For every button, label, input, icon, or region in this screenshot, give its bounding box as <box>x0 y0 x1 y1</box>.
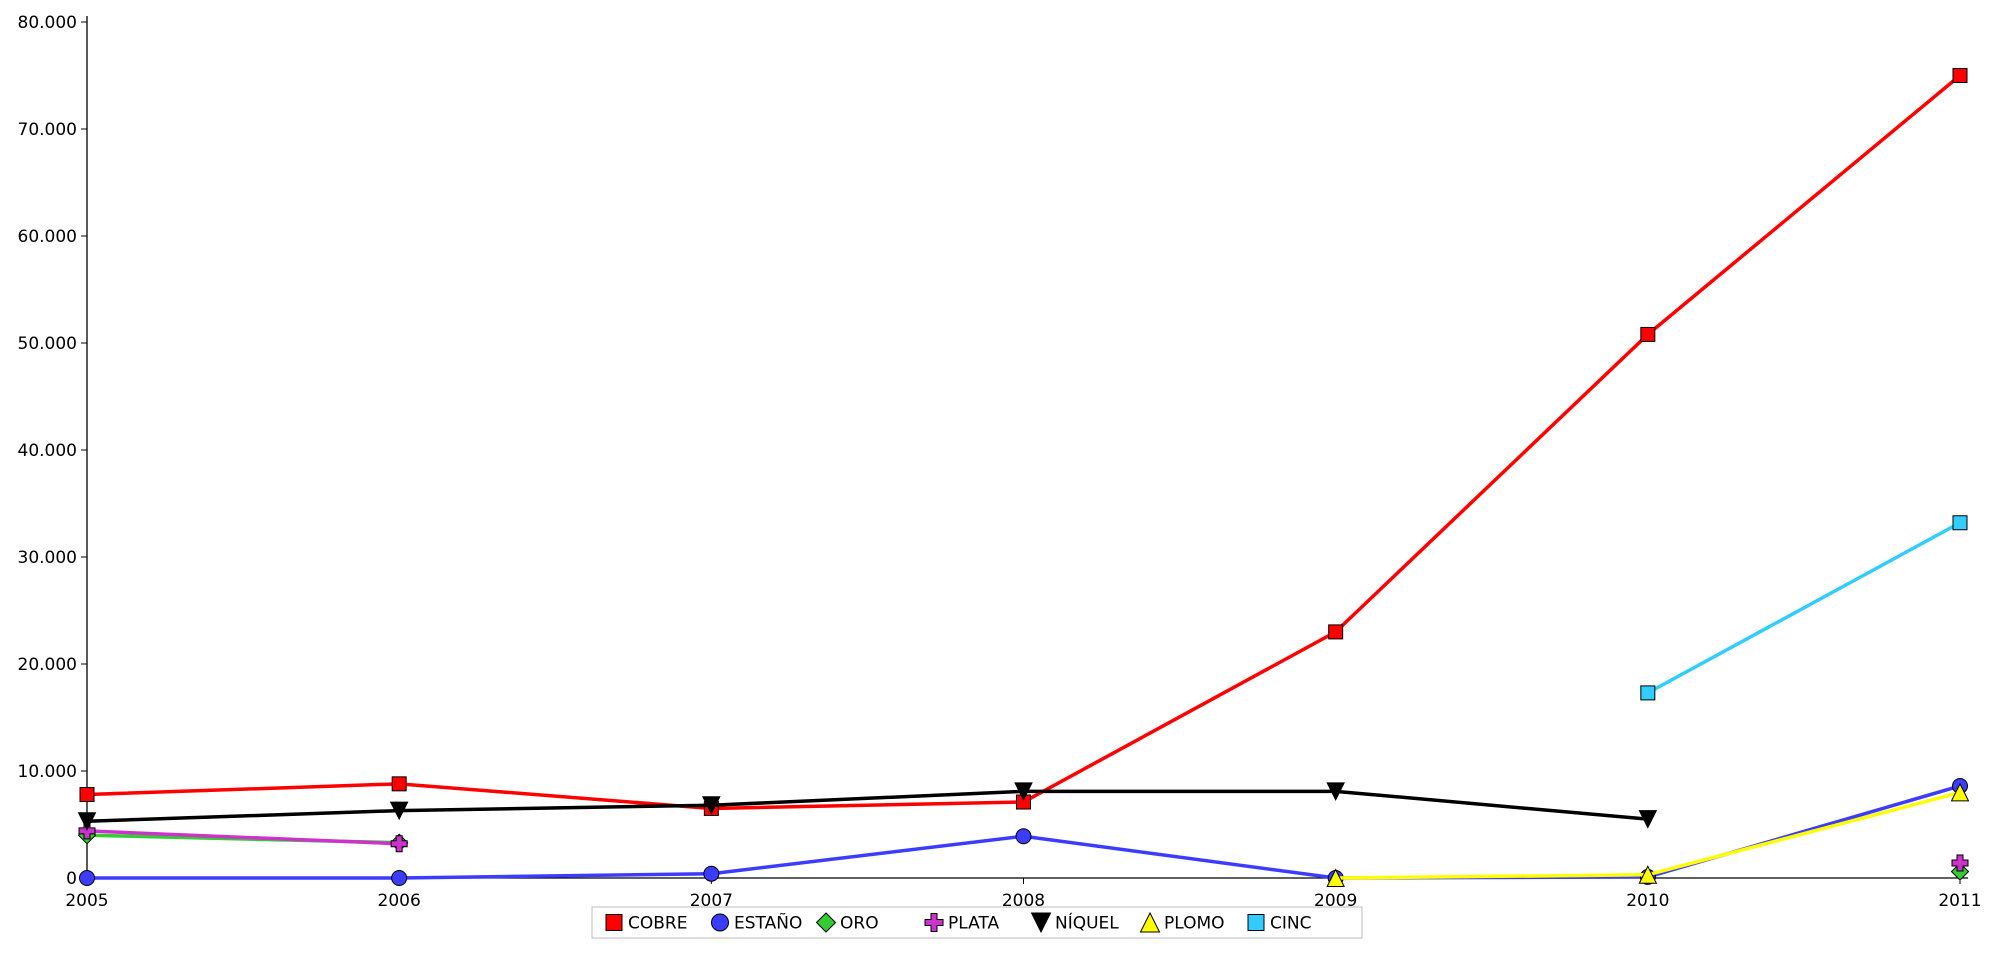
x-tick-label: 2005 <box>65 891 108 911</box>
data-point-niquel <box>702 796 721 815</box>
data-point-estano <box>1015 828 1032 845</box>
series-line-plata <box>86 829 400 846</box>
data-point-niquel <box>389 801 409 821</box>
y-tick-label: 50.000 <box>18 334 77 354</box>
data-point-oro <box>1950 862 1970 881</box>
data-point-plomo <box>1326 868 1345 887</box>
data-point-niquel <box>1326 782 1345 801</box>
data-point-plata <box>390 835 408 853</box>
x-tick-label: 2009 <box>1314 891 1357 911</box>
legend-marker-plata <box>924 913 944 932</box>
legend-label-cinc: CINC <box>1270 914 1311 934</box>
axes: 0 10.000 20.000 30.000 40.000 50.000 60.000 70.… <box>18 13 1982 911</box>
x-tick-label: 2008 <box>1002 891 1045 911</box>
y-tick-label: 80.000 <box>18 13 77 33</box>
series-line-niquel <box>86 789 1648 824</box>
data-point-cinc <box>1952 515 1968 531</box>
series-line-cinc <box>1646 521 1961 695</box>
series-line-plomo <box>1335 790 1961 880</box>
y-tick-label: 20.000 <box>18 655 77 675</box>
data-point-plata <box>78 822 96 840</box>
x-tick-label: 2011 <box>1938 891 1981 911</box>
data-point-cobre <box>79 787 95 803</box>
legend-marker-oro <box>815 912 837 933</box>
data-point-niquel <box>1014 782 1033 801</box>
series-cobre <box>79 68 1968 816</box>
legend-marker-plomo <box>1139 911 1161 933</box>
data-point-estano <box>703 865 720 882</box>
data-point-cobre <box>391 776 407 792</box>
data-point-plomo <box>1638 865 1658 884</box>
series-plomo <box>1326 782 1970 887</box>
series-niquel <box>77 782 1658 831</box>
data-point-cobre <box>1328 624 1344 640</box>
data-point-cobre <box>1952 68 1968 83</box>
data-point-plata <box>1951 854 1969 872</box>
y-tick-label: 30.000 <box>18 548 77 568</box>
x-tick-label: 2007 <box>690 891 733 911</box>
series-line-cobre <box>86 74 1962 811</box>
legend-label-plata: PLATA <box>948 914 999 934</box>
x-tick-label: 2010 <box>1626 891 1669 911</box>
legend-label-estano: ESTAÑO <box>734 912 802 934</box>
data-point-estano <box>391 870 408 886</box>
data-point-plomo <box>1950 782 1970 802</box>
y-tick-label: 0 <box>66 869 77 889</box>
series-plata <box>78 822 1969 872</box>
y-tick-label: 70.000 <box>18 120 77 140</box>
y-tick-label: 60.000 <box>18 227 77 247</box>
legend-label-plomo: PLOMO <box>1164 914 1225 934</box>
data-point-estano <box>79 870 95 886</box>
legend: COBRE ESTAÑO ORO PLATA NÍQUEL PLOMO CINC <box>591 906 1363 939</box>
legend-marker-estano <box>711 913 729 932</box>
x-tick-label: 2006 <box>378 891 421 911</box>
legend-label-cobre: COBRE <box>628 914 687 934</box>
legend-label-oro: ORO <box>840 914 879 934</box>
data-point-cobre <box>1640 326 1656 342</box>
series-cinc <box>1640 515 1968 701</box>
legend-label-niquel: NÍQUEL <box>1055 912 1119 934</box>
y-tick-label: 40.000 <box>18 441 77 461</box>
legend-marker-cinc <box>1247 914 1265 931</box>
data-point-niquel <box>77 812 97 831</box>
data-point-niquel <box>1638 810 1658 829</box>
legend-marker-niquel <box>1030 912 1052 934</box>
data-point-cinc <box>1640 685 1656 701</box>
series-layer <box>77 68 1970 887</box>
legend-marker-cobre <box>605 914 623 931</box>
y-tick-label: 10.000 <box>18 762 77 782</box>
